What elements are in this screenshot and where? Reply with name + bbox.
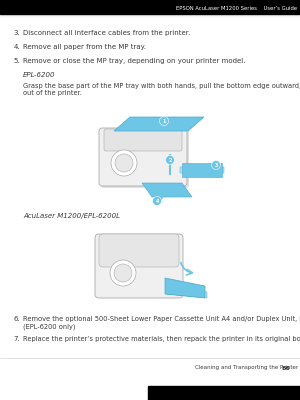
Text: Remove the optional 500-Sheet Lower Paper Cassette Unit A4 and/or Duplex Unit, i: Remove the optional 500-Sheet Lower Pape… bbox=[23, 316, 300, 330]
Bar bbox=[0, 0, 300, 14]
FancyBboxPatch shape bbox=[101, 130, 189, 188]
Text: EPSON AcuLaser M1200 Series    User’s Guide: EPSON AcuLaser M1200 Series User’s Guide bbox=[176, 6, 297, 12]
Text: 5.: 5. bbox=[14, 58, 20, 64]
Text: Remove or close the MP tray, depending on your printer model.: Remove or close the MP tray, depending o… bbox=[23, 58, 245, 64]
Circle shape bbox=[110, 260, 136, 286]
FancyBboxPatch shape bbox=[104, 129, 182, 151]
Polygon shape bbox=[114, 117, 204, 131]
Circle shape bbox=[160, 116, 169, 126]
FancyBboxPatch shape bbox=[99, 128, 187, 186]
Text: EPL-6200: EPL-6200 bbox=[23, 72, 56, 78]
Text: Disconnect all interface cables from the printer.: Disconnect all interface cables from the… bbox=[23, 30, 190, 36]
Circle shape bbox=[212, 160, 220, 170]
Text: 3.: 3. bbox=[13, 30, 20, 36]
Circle shape bbox=[111, 150, 137, 176]
FancyBboxPatch shape bbox=[99, 234, 179, 267]
Polygon shape bbox=[167, 283, 207, 298]
Text: 4.: 4. bbox=[14, 44, 20, 50]
Text: 1: 1 bbox=[162, 119, 166, 124]
Text: 3: 3 bbox=[214, 163, 218, 168]
Text: 7.: 7. bbox=[13, 336, 20, 342]
Text: Remove all paper from the MP tray.: Remove all paper from the MP tray. bbox=[23, 44, 146, 50]
Text: Cleaning and Transporting the Printer: Cleaning and Transporting the Printer bbox=[195, 366, 298, 370]
Circle shape bbox=[114, 264, 132, 282]
Bar bbox=[148, 386, 300, 400]
Polygon shape bbox=[142, 183, 192, 197]
Circle shape bbox=[115, 154, 133, 172]
Text: Grasp the base part of the MP tray with both hands, pull the bottom edge outward: Grasp the base part of the MP tray with … bbox=[23, 83, 300, 96]
Polygon shape bbox=[180, 167, 224, 173]
FancyBboxPatch shape bbox=[95, 234, 183, 298]
Text: 4: 4 bbox=[155, 199, 159, 204]
Text: 86: 86 bbox=[282, 366, 291, 370]
Polygon shape bbox=[165, 278, 205, 298]
Polygon shape bbox=[182, 163, 222, 177]
Text: 2: 2 bbox=[168, 158, 172, 163]
Text: Replace the printer’s protective materials, then repack the printer in its origi: Replace the printer’s protective materia… bbox=[23, 336, 300, 342]
Circle shape bbox=[152, 196, 161, 206]
Text: 6.: 6. bbox=[13, 316, 20, 322]
Text: AcuLaser M1200/EPL-6200L: AcuLaser M1200/EPL-6200L bbox=[23, 213, 120, 219]
Circle shape bbox=[166, 156, 175, 164]
